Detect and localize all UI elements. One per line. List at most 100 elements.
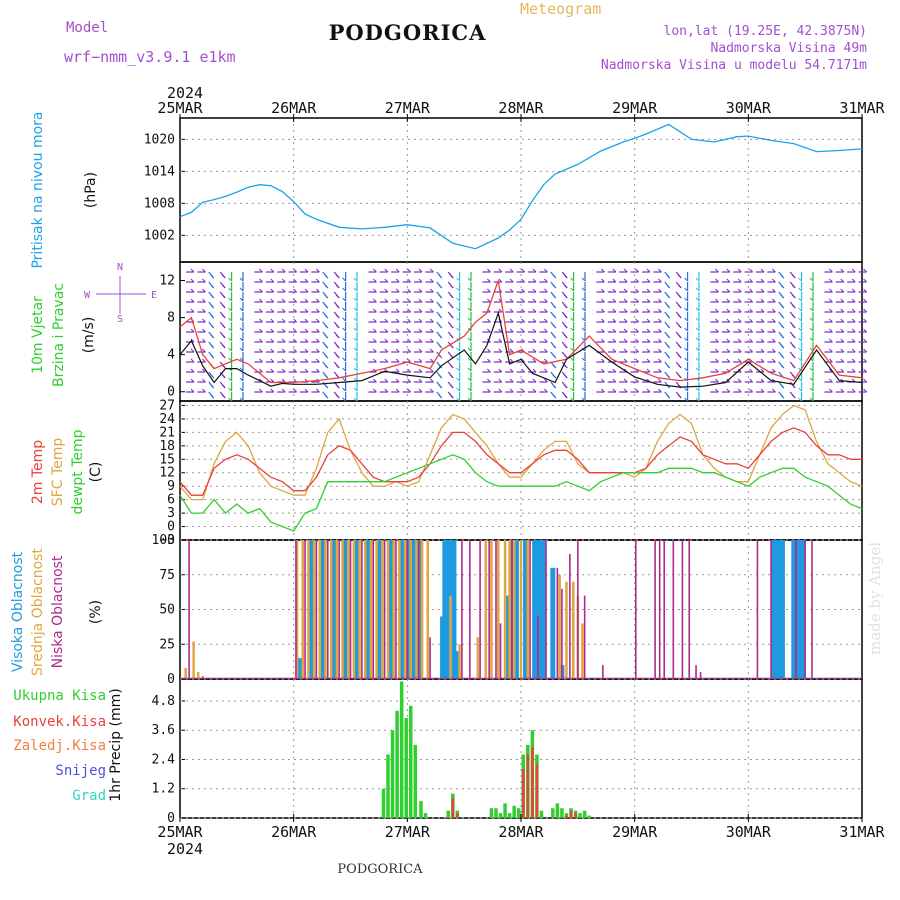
wind-barb-head: [601, 388, 605, 393]
cloud-bar-1: [358, 540, 361, 679]
wind-barb-head: [270, 288, 275, 293]
wind-barb-head: [760, 308, 765, 313]
wind-barb-head: [259, 318, 263, 323]
wind-barb-head: [509, 358, 514, 363]
info-line-model-elevation: Nadmorska Visina u modelu 54.7171m: [600, 58, 867, 73]
wind-barb-head: [623, 308, 628, 313]
wind-barb-head: [509, 318, 514, 323]
wind-barb-head: [430, 368, 434, 373]
wind-barb-head: [635, 268, 639, 273]
wind-barb-head: [335, 394, 340, 399]
wind-barb-head: [456, 307, 460, 312]
y-tick-wind: 0: [167, 385, 175, 400]
cloud-bar-0: [451, 540, 457, 679]
wind-barb-head: [726, 338, 731, 343]
wind-barb-head: [438, 394, 443, 399]
wind-barb-head: [270, 338, 275, 343]
wind-barb-head: [324, 374, 329, 379]
wind-barb-head: [623, 348, 628, 353]
wind-barb-head: [384, 358, 389, 363]
wind-barb-head: [373, 268, 377, 273]
wind-barb-head: [509, 388, 514, 393]
cloud-bar-1: [295, 540, 299, 679]
wind-barb-head: [373, 358, 377, 363]
wind-barb-head: [666, 314, 671, 319]
wind-barb-head: [324, 274, 329, 279]
wind-barb-head: [658, 298, 662, 303]
wind-barb-head: [695, 347, 700, 352]
cloud-bar-0: [779, 540, 785, 679]
wind-barb-head: [798, 347, 802, 352]
cloud-bar-0: [513, 540, 519, 679]
wind-barb-head: [521, 278, 525, 283]
precip-bar-1: [451, 798, 455, 818]
wind-barb-head: [418, 348, 423, 353]
wind-barb-head: [407, 318, 411, 323]
cloud-bar-1: [381, 540, 384, 679]
wind-barb-head: [467, 367, 472, 372]
wind-barb-head: [304, 368, 309, 373]
wind-barb-head: [438, 344, 443, 349]
wind-barb-head: [438, 324, 443, 329]
wind-barb-head: [430, 298, 434, 303]
sfc-temp-label: SFC Temp: [50, 438, 66, 507]
precip-legend-2: Zaledj.Kisa: [13, 738, 106, 754]
wind-barb-head: [840, 328, 845, 333]
wind-barb-head: [715, 328, 719, 333]
wind-barb-head: [646, 338, 651, 343]
wind-barb-head: [353, 317, 358, 322]
wind-barb-head: [851, 278, 856, 283]
wind-barb-head: [407, 368, 411, 373]
wind-barb-head: [715, 338, 719, 343]
wind-barb-head: [190, 388, 195, 393]
y-tick-pressure: 1008: [144, 196, 175, 211]
wind-barb-head: [829, 338, 833, 343]
wind-barb-head: [418, 378, 423, 383]
wind-barb-head: [760, 288, 765, 293]
wind-barb-head: [851, 308, 856, 313]
precip-bar-0: [578, 813, 582, 818]
wind-barb-head: [449, 334, 454, 339]
wind-barb-head: [521, 338, 525, 343]
wind-barb-head: [666, 354, 671, 359]
wind-barb-head: [293, 268, 297, 273]
wind-barb-head: [612, 378, 617, 383]
wind-barb-head: [487, 298, 491, 303]
wind-barb-head: [449, 274, 454, 279]
precip-bar-0: [507, 813, 512, 818]
wind-barb-head: [202, 328, 206, 333]
precip-bar-0: [419, 800, 423, 818]
wind-barb-head: [791, 314, 796, 319]
wind-barb-head: [418, 278, 423, 283]
wind-barb-head: [695, 287, 700, 292]
wind-barb-head: [498, 308, 503, 313]
cloud-bar-2: [770, 540, 772, 679]
wind-barb-head: [228, 387, 232, 392]
cloud-bar-2: [569, 553, 571, 679]
wind-barb-head: [851, 288, 856, 293]
wind-barb-head: [335, 304, 340, 309]
wind-barb-head: [228, 397, 232, 402]
cloud-bar-1: [526, 540, 530, 679]
wind-barb-head: [430, 328, 434, 333]
wind-barb-head: [430, 288, 434, 293]
precip-bar-0: [386, 754, 390, 818]
wind-barb-head: [259, 368, 263, 373]
wind-barb-head: [509, 288, 514, 293]
wind-barb-head: [570, 377, 574, 382]
wind-barb-head: [666, 344, 671, 349]
wind-barb-head: [438, 384, 443, 389]
wind-barb-head: [270, 308, 275, 313]
wind-barb-head: [658, 278, 662, 283]
wind-barb-head: [635, 328, 639, 333]
wind-barb-head: [760, 278, 765, 283]
wind-barb-head: [552, 334, 557, 339]
precip-bar-0: [404, 718, 408, 818]
precip-bar-1: [569, 810, 573, 818]
cloud-bar-2: [556, 567, 559, 679]
wind-barb-head: [509, 368, 514, 373]
wind-barb-head: [581, 277, 586, 282]
wind-barb-head: [563, 304, 568, 309]
wind-barb-head: [270, 328, 275, 333]
wind-barb-head: [570, 317, 574, 322]
